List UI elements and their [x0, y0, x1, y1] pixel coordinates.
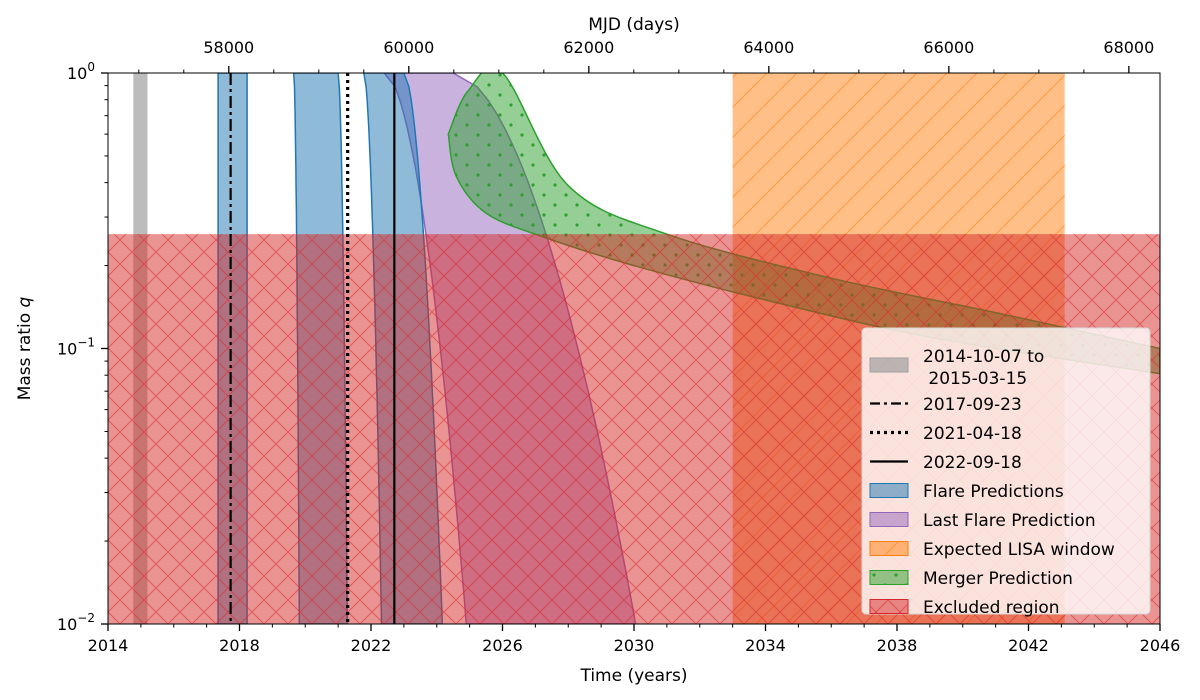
y-axis-title: Mass ratio q [15, 296, 35, 400]
legend-label: 2014-10-07 to 2015-03-15 [923, 347, 1044, 389]
x-tick-label: 2014 [88, 636, 129, 655]
legend-hatch-excluded [870, 599, 908, 614]
legend-box [861, 327, 1151, 615]
x-tick-label: 2026 [482, 636, 523, 655]
x-tick-label: 2042 [1008, 636, 1049, 655]
legend-label: 2017-09-23 [923, 395, 1022, 415]
top-tick-label: 68000 [1103, 38, 1154, 57]
legend-label: 2022-09-18 [923, 453, 1022, 473]
y-tick-label: 100 [67, 60, 95, 83]
x-tick-label: 2034 [745, 636, 786, 655]
legend-label: Expected LISA window [923, 540, 1115, 560]
top-tick-label: 64000 [743, 38, 794, 57]
x-tick-label: 2022 [351, 636, 392, 655]
top-tick-label: 58000 [203, 38, 254, 57]
top-axis-title: MJD (days) [588, 15, 680, 35]
y-tick-label: 10−1 [57, 336, 95, 359]
legend-label: 2021-04-18 [923, 424, 1022, 444]
legend-label: Merger Prediction [923, 569, 1073, 589]
y-tick-label: 10−2 [57, 611, 95, 634]
x-axis-title: Time (years) [579, 666, 687, 686]
x-tick-label: 2038 [877, 636, 918, 655]
top-tick-label: 62000 [563, 38, 614, 57]
legend-hatch-lisa [870, 541, 908, 556]
x-tick-label: 2018 [219, 636, 260, 655]
legend-swatch-last_flare [869, 512, 909, 527]
top-tick-label: 66000 [923, 38, 974, 57]
x-tick-label: 2030 [614, 636, 655, 655]
x-tick-label: 2046 [1140, 636, 1181, 655]
legend-swatch-observed [869, 357, 909, 373]
legend-label: Last Flare Prediction [923, 511, 1096, 531]
legend-label: Excluded region [923, 598, 1060, 618]
top-tick-label: 60000 [383, 38, 434, 57]
legend-swatch-flare [869, 483, 909, 498]
legend-dots-merger [870, 570, 908, 585]
legend-label: Flare Predictions [923, 482, 1064, 502]
